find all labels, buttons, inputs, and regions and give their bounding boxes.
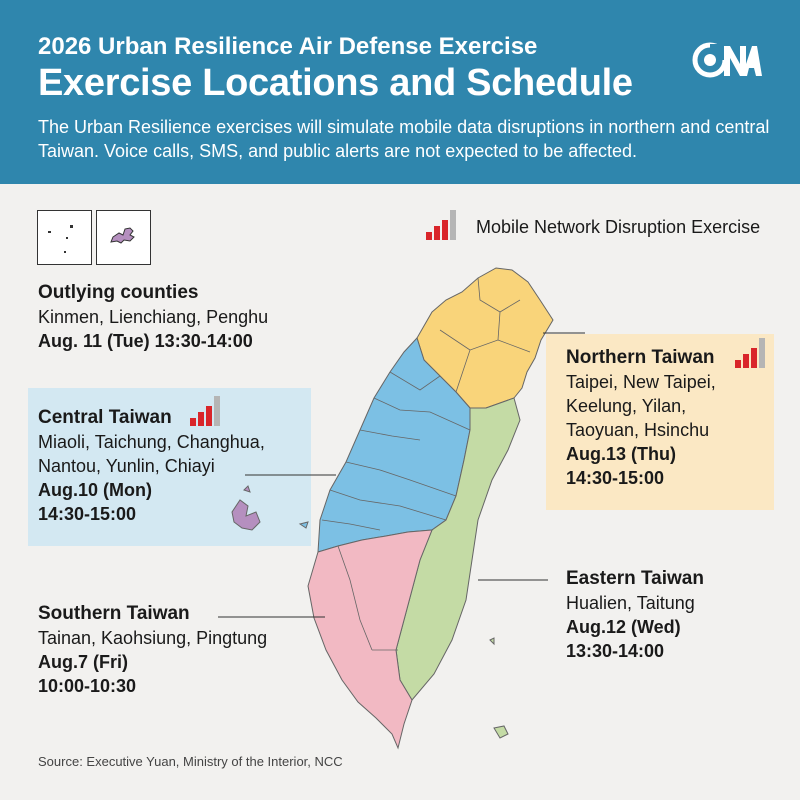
outlying-region-info: Outlying counties Kinmen, Lienchiang, Pe…	[38, 281, 268, 353]
signal-bars-icon	[426, 210, 462, 240]
cna-logo-icon	[692, 42, 762, 78]
source-note: Source: Executive Yuan, Ministry of the …	[38, 754, 343, 769]
outlying-date: Aug. 11 (Tue) 13:30-14:00	[38, 331, 253, 351]
eastern-date: Aug.12 (Wed)	[566, 617, 681, 637]
northern-region-info: Northern Taiwan Taipei, New Taipei, Keel…	[566, 346, 716, 490]
central-areas-line2: Nantou, Yunlin, Chiayi	[38, 456, 215, 476]
northern-areas-line1: Taipei, New Taipei,	[566, 372, 716, 392]
central-areas-line1: Miaoli, Taichung, Changhua,	[38, 432, 265, 452]
outlying-title: Outlying counties	[38, 282, 199, 303]
southern-region-info: Southern Taiwan Tainan, Kaohsiung, Pingt…	[38, 602, 267, 698]
northern-title: Northern Taiwan	[566, 347, 715, 368]
outlying-areas: Kinmen, Lienchiang, Penghu	[38, 307, 269, 327]
southern-title: Southern Taiwan	[38, 603, 190, 624]
eastern-title: Eastern Taiwan	[566, 568, 704, 589]
southern-areas: Tainan, Kaohsiung, Pingtung	[38, 628, 268, 648]
northern-areas-line3: Taoyuan, Hsinchu	[566, 420, 710, 440]
eastern-areas: Hualien, Taitung	[566, 593, 695, 613]
northern-time: 14:30-15:00	[566, 468, 665, 488]
penghu-island	[231, 499, 261, 531]
eastern-region-info: Eastern Taiwan Hualien, Taitung Aug.12 (…	[566, 567, 704, 663]
northern-signal-icon	[735, 338, 769, 368]
central-time: 14:30-15:00	[38, 504, 137, 524]
header-banner: 2026 Urban Resilience Air Defense Exerci…	[0, 0, 800, 184]
central-region-info: Central Taiwan Miaoli, Taichung, Changhu…	[38, 406, 265, 526]
central-signal-icon	[190, 396, 224, 426]
header-subtitle: 2026 Urban Resilience Air Defense Exerci…	[38, 33, 538, 60]
legend-label: Mobile Network Disruption Exercise	[476, 217, 761, 237]
header-title: Exercise Locations and Schedule	[38, 62, 633, 104]
northern-date: Aug.13 (Thu)	[566, 444, 676, 464]
northern-areas-line2: Keelung, Yilan,	[566, 396, 687, 416]
lanyu-island	[493, 725, 509, 739]
legend: Mobile Network Disruption Exercise	[426, 210, 786, 242]
southern-date: Aug.7 (Fri)	[38, 652, 128, 672]
kinmen-lienchiang-inset	[37, 210, 92, 265]
central-region-box	[28, 388, 311, 546]
southern-time: 10:00-10:30	[38, 676, 137, 696]
kinmen-inset	[96, 210, 151, 265]
central-date: Aug.10 (Mon)	[38, 480, 152, 500]
header-description: The Urban Resilience exercises will simu…	[38, 117, 770, 161]
central-title: Central Taiwan	[38, 407, 172, 428]
southern-region	[307, 529, 433, 750]
eastern-time: 13:30-14:00	[566, 641, 665, 661]
